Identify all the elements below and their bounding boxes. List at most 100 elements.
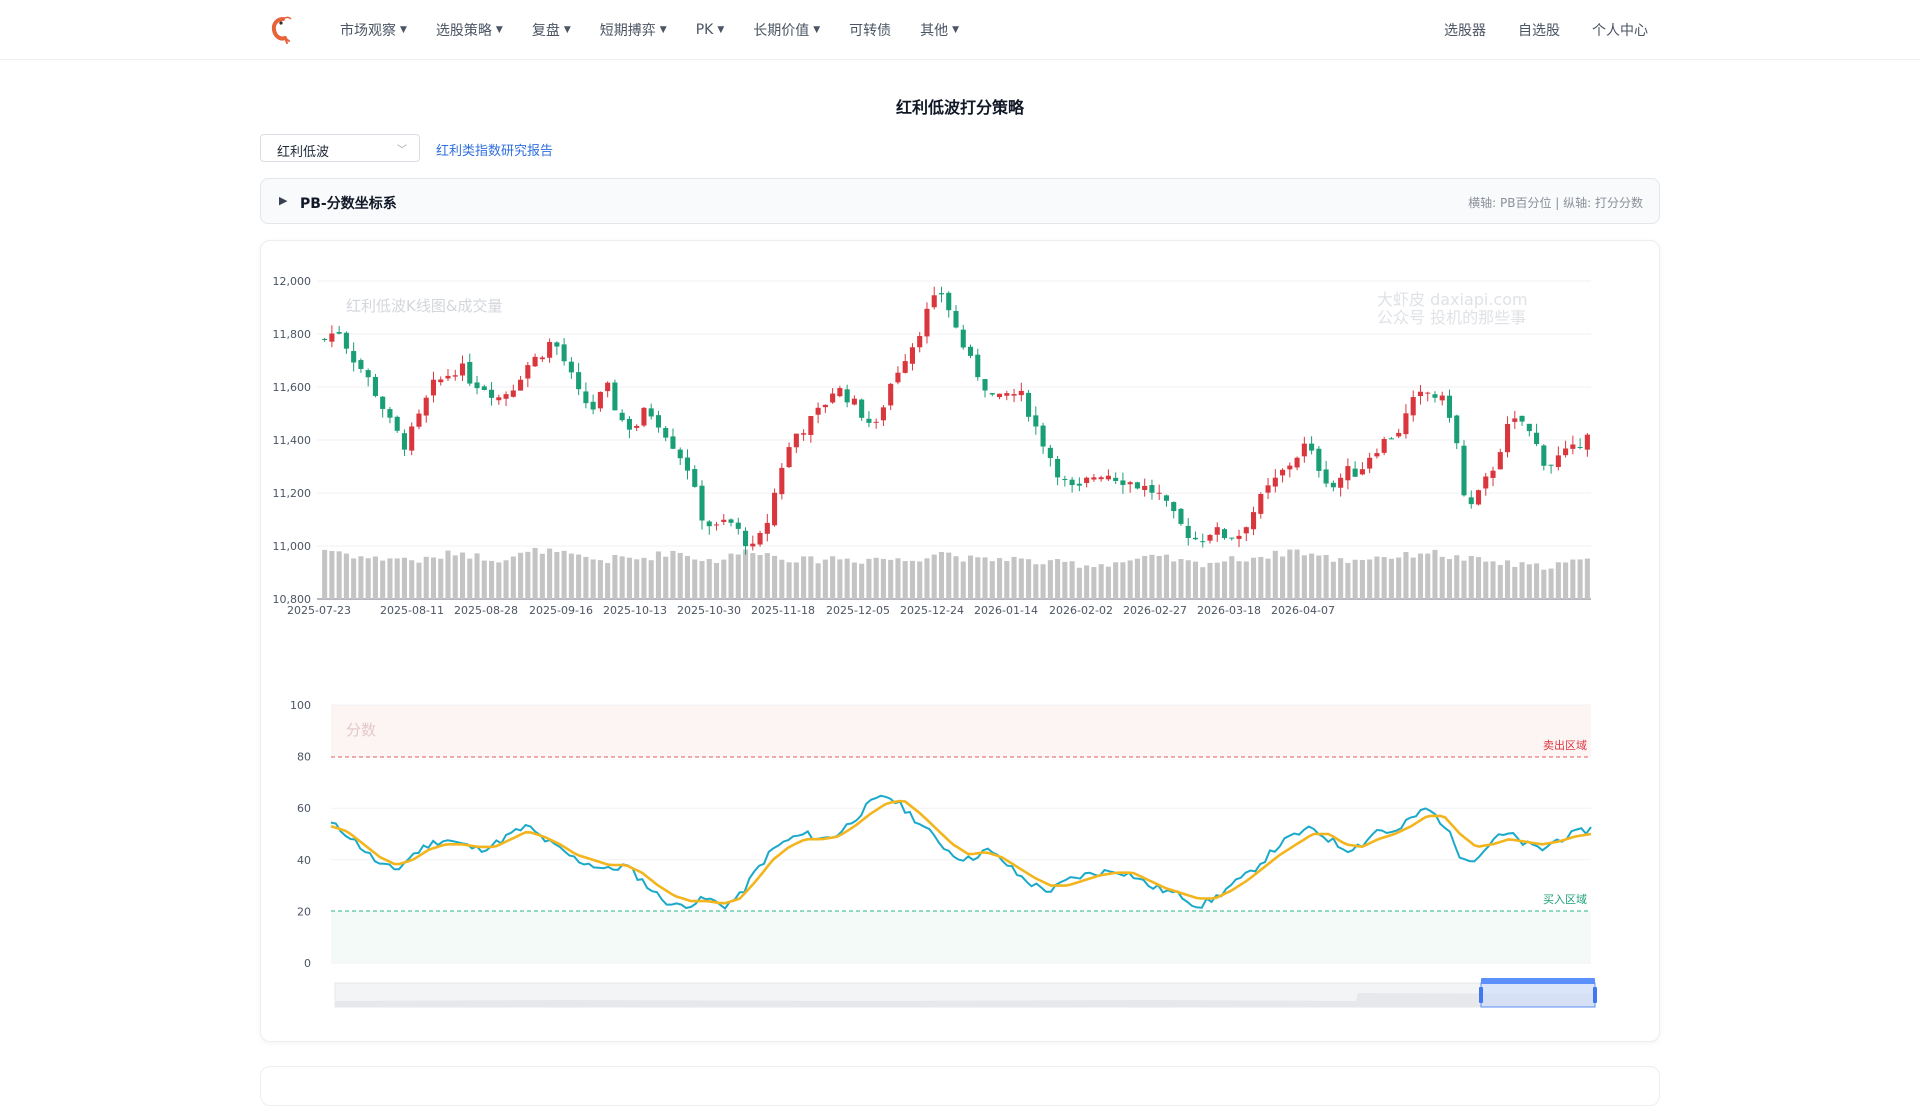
kline-x-axis: 2025-07-23 2025-08-11 2025-08-28 2025-09-16… xyxy=(287,604,1335,617)
volume-bar xyxy=(1011,556,1017,599)
candle-body xyxy=(1134,482,1140,489)
menu-long-term-value[interactable]: 长期价值 ▼ xyxy=(753,23,821,39)
candle-body xyxy=(1221,529,1228,539)
candle-body xyxy=(554,342,560,347)
score-y-tick: 40 xyxy=(297,854,311,867)
menu-stock-screener[interactable]: 选股器 xyxy=(1444,23,1486,39)
volume-bar xyxy=(1258,556,1264,599)
datazoom-left-handle[interactable] xyxy=(1479,987,1483,1003)
menu-watchlist[interactable]: 自选股 xyxy=(1518,23,1560,39)
volume-bar xyxy=(481,560,487,599)
candle-body xyxy=(1505,423,1511,453)
score-y-tick: 100 xyxy=(290,699,311,712)
candle-body xyxy=(467,361,473,384)
candle-body xyxy=(1316,448,1322,471)
candle-body xyxy=(1200,541,1206,543)
volume-bar xyxy=(358,556,364,599)
volume-bar xyxy=(1367,559,1373,599)
volume-bar xyxy=(1243,561,1249,599)
candle-body xyxy=(1548,464,1554,466)
candle-body xyxy=(329,333,335,342)
candle-body xyxy=(1396,432,1402,437)
volume-bar xyxy=(1098,564,1104,599)
candle-body xyxy=(1229,537,1235,539)
volume-bar xyxy=(409,560,415,599)
volume-bar xyxy=(1512,566,1518,599)
candle-body xyxy=(1381,439,1387,453)
candle-body xyxy=(1105,475,1111,480)
datazoom-window[interactable] xyxy=(1480,982,1596,1008)
volume-bar xyxy=(1526,564,1532,599)
volume-bar xyxy=(677,552,683,599)
report-link[interactable]: 红利类指数研究报告 xyxy=(436,144,554,159)
volume-bar xyxy=(1251,557,1257,599)
volume-bar xyxy=(532,547,538,599)
volume-bar xyxy=(1229,556,1235,599)
datazoom-right-handle[interactable] xyxy=(1593,987,1597,1003)
volume-bar xyxy=(648,560,654,599)
volume-bar xyxy=(975,557,981,599)
volume-bar xyxy=(743,549,749,599)
volume-bar xyxy=(670,550,676,599)
candle-body xyxy=(590,401,596,410)
candle-body xyxy=(967,346,974,356)
candle-body xyxy=(1584,434,1590,450)
candle-body xyxy=(931,295,937,308)
volume-bar xyxy=(801,556,807,599)
candle-body xyxy=(1120,480,1126,485)
kline-grid xyxy=(317,280,1591,600)
index-select-value: 红利低波 xyxy=(277,145,330,160)
volume-bar xyxy=(576,554,582,599)
volume-bar xyxy=(1381,557,1387,599)
volume-bar xyxy=(1120,562,1126,599)
menu-user-center[interactable]: 个人中心 xyxy=(1592,23,1648,39)
menu-short-term[interactable]: 短期搏弈 ▼ xyxy=(599,23,667,39)
candlesticks xyxy=(322,286,1590,555)
volume-bar xyxy=(612,554,618,599)
volume-bar xyxy=(329,550,335,599)
candle-body xyxy=(1512,418,1518,422)
candle-body xyxy=(1062,478,1068,481)
index-select[interactable]: 红利低波 ﹀ xyxy=(260,134,420,162)
candle-body xyxy=(764,522,770,534)
volume-bar xyxy=(1432,549,1438,599)
candle-body xyxy=(401,433,407,450)
volume-bar xyxy=(1156,555,1162,599)
candle-body xyxy=(1004,393,1010,396)
menu-stock-strategy[interactable]: 选股策略 ▼ xyxy=(435,23,503,39)
candle-body xyxy=(612,382,618,411)
candle-body xyxy=(721,519,727,522)
volume-bar xyxy=(757,554,763,599)
volume-bar xyxy=(808,556,814,599)
kline-x-tick: 2026-02-02 xyxy=(1049,604,1113,617)
pb-score-collapse[interactable]: ▶ PB-分数坐标系 横轴: PB百分位 | 纵轴: 打分分数 xyxy=(260,178,1660,224)
shrimp-logo-icon[interactable] xyxy=(268,16,294,44)
kline-score-chart[interactable]: 12,000 11,800 11,600 11,400 11,200 11,000 10,8… xyxy=(261,241,1661,1043)
candle-body xyxy=(1323,469,1329,484)
candle-body xyxy=(597,391,603,409)
candle-body xyxy=(946,292,952,311)
volume-bar xyxy=(626,557,632,599)
menu-review[interactable]: 复盘 ▼ xyxy=(531,23,571,39)
volume-bar xyxy=(1069,561,1075,599)
volume-bar xyxy=(830,556,836,599)
datazoom-handle-bar[interactable] xyxy=(1481,978,1595,984)
volume-bar xyxy=(859,563,865,599)
menu-convertible-bond[interactable]: 可转债 xyxy=(849,23,892,39)
candle-body xyxy=(1367,457,1373,469)
candle-body xyxy=(1142,485,1148,491)
menu-pk[interactable]: PK ▼ xyxy=(695,22,725,38)
menu-market-watch[interactable]: 市场观察 ▼ xyxy=(340,23,407,39)
volume-bar xyxy=(641,557,647,599)
menu-other[interactable]: 其他 ▼ xyxy=(920,23,960,39)
candle-body xyxy=(481,386,487,390)
volume-bar xyxy=(1446,559,1453,599)
expand-triangle-icon[interactable]: ▶ xyxy=(279,194,288,207)
candle-body xyxy=(888,383,894,406)
volume-bar xyxy=(1316,555,1322,599)
candle-body xyxy=(1410,397,1416,416)
candle-body xyxy=(1338,477,1344,488)
volume-bar xyxy=(445,550,451,599)
volume-bar xyxy=(336,551,342,599)
watermark-line2: 公众号 投机的那些事 xyxy=(1377,308,1526,327)
